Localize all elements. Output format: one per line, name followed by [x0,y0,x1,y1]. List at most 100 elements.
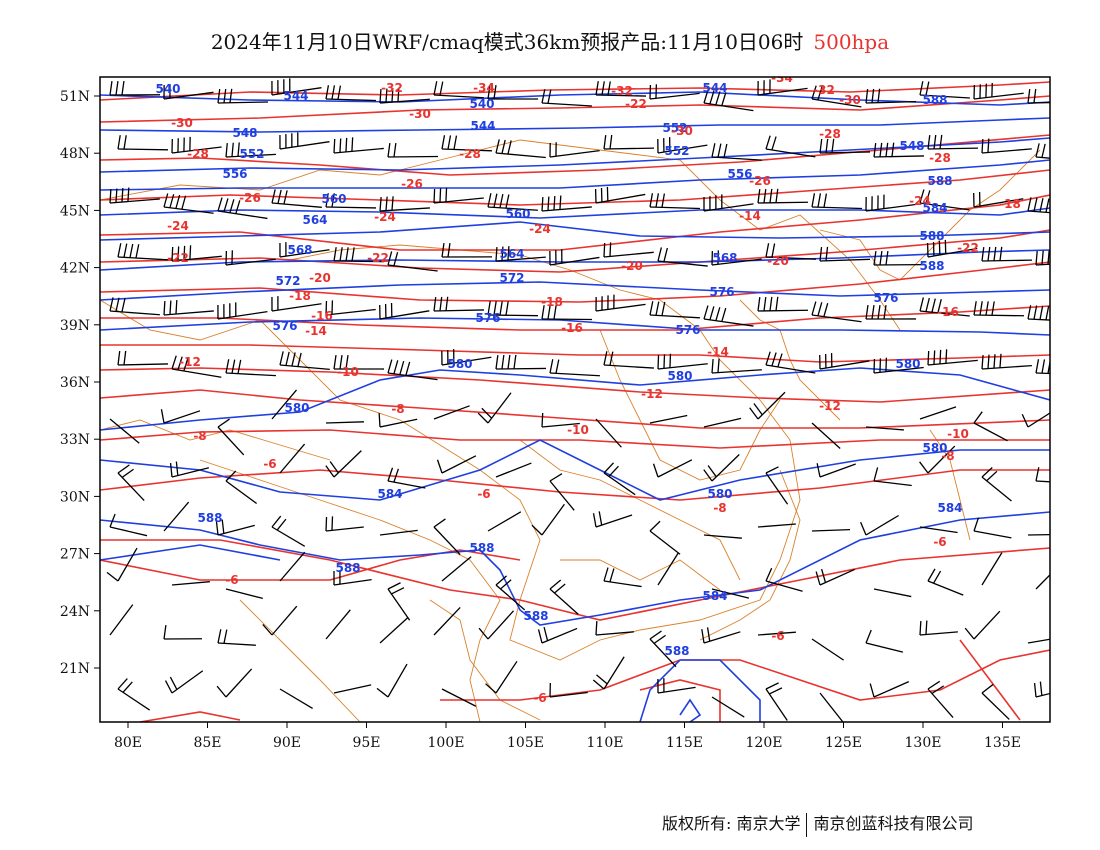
wind-barb [225,359,276,377]
longitude-axis: 80E 85E 90E 95E 100E 105E 110E 115E 120E 125E 130E… [114,722,1021,751]
lat-tick-label: 36N [60,375,90,391]
temperature-contour [139,711,241,722]
copyright-footer: 版权所有: 南京大学 南京创蓝科技有限公司 [662,810,974,837]
wind-barb [1033,681,1050,698]
wind-barb [1021,412,1050,428]
wind-barb [649,84,700,100]
lon-tick-label: 115E [666,735,703,751]
wind-barb [333,570,372,586]
wind-barb [433,187,484,204]
wind-barb [433,606,461,636]
wind-barb [1035,467,1050,483]
wind-barb [595,294,646,312]
wind-barb [649,301,700,319]
wind-barb [757,631,796,636]
wind-barb [217,197,268,220]
height-contour-label: 576 [709,285,734,299]
wind-barb [387,142,439,158]
wind-barb [271,389,298,420]
temperature-contour [100,229,1050,273]
wind-barb [333,137,384,154]
temperature-contour-label: -12 [819,399,841,413]
wind-barb [919,445,956,474]
temperature-contour [100,367,1050,403]
temperature-contour-label: -26 [401,177,423,191]
height-contour-label: 564 [302,213,327,227]
height-contour-label: 552 [239,147,264,161]
wind-barb [109,187,160,204]
wind-barb [487,301,539,317]
wind-barb [436,455,477,474]
wind-barb [603,134,655,150]
wind-barb [711,250,762,266]
wind-barb [595,418,622,448]
wind-barb [703,417,742,428]
boundary-line [239,599,361,722]
lon-tick-label: 90E [273,735,301,751]
wind-barb [271,78,322,96]
temperature-contour-label: -10 [337,365,359,379]
lon-tick-label: 105E [507,735,544,751]
wind-barb [387,359,438,381]
wind-barb [160,409,201,424]
wind-barb [325,85,376,102]
wind-barb [433,296,485,312]
wind-barb [217,629,256,646]
wind-barb [919,526,958,534]
wind-barb [487,193,538,211]
wind-barb [865,305,917,320]
wind-barb [441,688,477,707]
wind-barb [379,529,418,536]
temperature-contour-label: -10 [947,427,969,441]
wind-barb [109,297,160,316]
wind-barb [603,567,642,588]
wind-barb [701,627,741,644]
wind-barb [749,391,786,420]
height-contour [100,91,1050,106]
lat-tick-label: 42N [60,261,90,277]
wind-barb [592,511,633,528]
wind-barb [549,579,579,615]
wind-barb [981,246,1033,262]
wind-barb [271,515,306,547]
wind-barb [927,349,978,366]
wind-barb [757,296,809,312]
temperature-contour-label: -22 [167,251,189,265]
height-contour-label: 556 [222,167,247,181]
wind-barb [757,79,808,96]
temperature-contour-label: -34 [771,71,793,85]
wind-barb [859,514,899,536]
height-contour-label: 584 [922,201,947,215]
wind-barb [981,683,1010,720]
temperature-contour-label: -14 [739,209,761,223]
wind-barb [225,470,258,505]
latitude-axis: 51N 48N 45N 42N 39N 36N 33N 30N 27N 24N 21N [60,89,100,677]
wind-barb [711,143,762,161]
wind-barb [541,305,593,321]
wind-barbs [106,78,1050,722]
height-contour [100,317,1050,336]
wind-barb [495,139,546,159]
temperature-contour-label: -28 [929,151,951,165]
boundary-line [519,439,741,581]
temperature-contour-label: -16 [937,305,959,319]
wind-barb [1027,638,1050,644]
wind-barb [271,189,322,208]
wind-barb [811,422,841,449]
wind-barb [333,684,372,694]
lat-tick-label: 45N [60,203,90,219]
height-contour-label: 580 [447,357,472,371]
footer-separator [806,812,808,837]
wind-barb [594,186,646,204]
height-contour-label: 544 [702,81,727,95]
wind-barb [811,638,844,661]
wind-barb [811,528,850,532]
wind-barb [271,296,322,312]
wind-barb [657,247,708,267]
temperature-contour-label: -30 [839,93,861,107]
temperature-contour-label: -26 [749,174,771,188]
height-contour-label: 588 [197,511,222,525]
temperature-contour [100,469,1050,501]
temperature-contour [100,95,1050,123]
